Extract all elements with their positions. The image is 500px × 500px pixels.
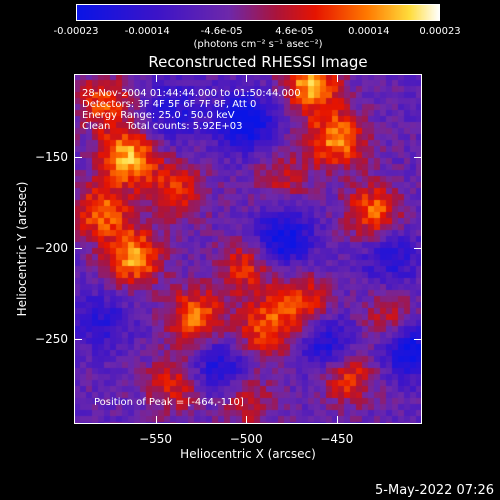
y-tick-mark <box>414 157 422 159</box>
x-axis-label: Heliocentric X (arcsec) <box>180 447 316 461</box>
x-tick-label: −550 <box>139 432 173 446</box>
y-tick-mark <box>414 338 422 340</box>
y-tick-label: −150 <box>35 150 68 165</box>
annotation-energy: Energy Range: 25.0 - 50.0 keV <box>82 110 235 121</box>
y-tick-mark <box>74 157 82 159</box>
annotation-detectors: Detectors: 3F 4F 5F 6F 7F 8F, Att 0 <box>82 99 257 110</box>
colorbar-tick-label: -4.6e-05 <box>200 26 243 37</box>
colorbar-unit-label: (photons cm⁻² s⁻¹ asec⁻²) <box>193 39 323 50</box>
colorbar-gradient <box>77 5 439 20</box>
x-tick-mark <box>246 74 248 82</box>
annotation-time-range: 28-Nov-2004 01:44:44.000 to 01:50:44.000 <box>82 88 301 99</box>
colorbar-tick-label: 0.00023 <box>419 26 461 37</box>
y-tick-mark <box>74 338 82 340</box>
annotation-clean: Clean Total counts: 5.92E+03 <box>82 121 243 132</box>
colorbar-tick-label: 0.00014 <box>348 26 390 37</box>
colorbar-tick-label: 4.6e-05 <box>275 26 314 37</box>
x-tick-mark <box>155 74 157 82</box>
y-tick-label: −250 <box>35 331 68 346</box>
y-axis-label: Heliocentric Y (arcsec) <box>15 181 29 317</box>
chart-title: Reconstructed RHESSI Image <box>148 53 368 71</box>
x-tick-mark <box>336 74 338 82</box>
x-tick-mark <box>336 416 338 424</box>
colorbar-tick-label: -0.00014 <box>124 26 170 37</box>
y-tick-label: −200 <box>35 241 68 256</box>
y-tick-mark <box>74 248 82 250</box>
annotation-peak-position: Position of Peak = [-464,-110] <box>94 397 244 408</box>
footer-date: 5-May-2022 07:26 <box>375 483 494 498</box>
x-tick-mark <box>246 416 248 424</box>
x-tick-label: −450 <box>320 432 354 446</box>
plot-area: 28-Nov-2004 01:44:44.000 to 01:50:44.000… <box>74 74 422 424</box>
colorbar <box>76 4 440 21</box>
colorbar-tick-label: -0.00023 <box>53 26 99 37</box>
x-tick-mark <box>155 416 157 424</box>
heatmap-image <box>74 74 422 424</box>
y-tick-mark <box>414 248 422 250</box>
x-tick-label: −500 <box>229 432 263 446</box>
